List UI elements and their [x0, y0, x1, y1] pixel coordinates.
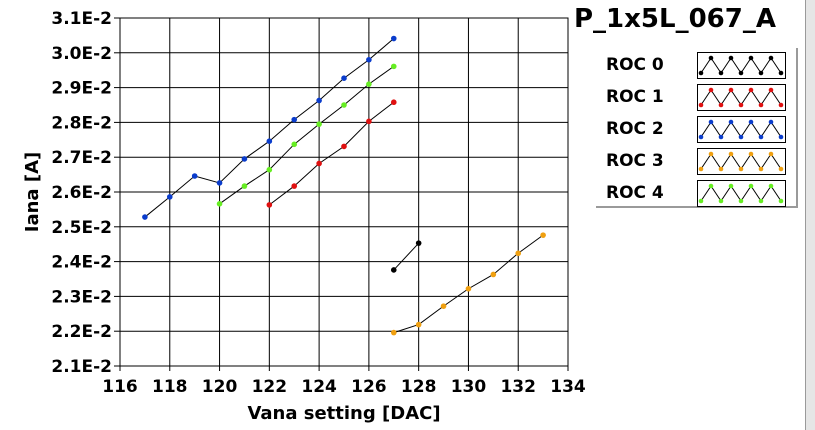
- y-tick-label: 2.7E-2: [51, 148, 112, 168]
- data-point-roc-2: [366, 56, 372, 63]
- data-point-roc-2: [142, 214, 148, 220]
- data-point-roc-4: [291, 141, 298, 148]
- data-point-roc-4: [316, 121, 322, 127]
- legend-item-roc-2: ROC 2: [596, 114, 792, 144]
- series-layer: [142, 35, 546, 336]
- y-tick-label: 3.0E-2: [51, 44, 112, 64]
- data-point-roc-3: [515, 250, 522, 257]
- legend-item-roc-3: ROC 3: [596, 146, 792, 176]
- data-point-roc-1: [390, 99, 397, 106]
- series-roc-2: [142, 35, 397, 220]
- legend-item-roc-0: ROC 0: [596, 50, 792, 80]
- chart-title: P_1x5L_067_A: [574, 4, 776, 34]
- x-tick-label: 126: [351, 377, 387, 397]
- y-axis-label: Iana [A]: [22, 152, 43, 232]
- data-point-roc-1: [291, 183, 298, 189]
- series-roc-0: [390, 240, 422, 273]
- legend-item-roc-1: ROC 1: [596, 82, 792, 112]
- legend-label: ROC 4: [606, 183, 664, 203]
- data-point-roc-1: [341, 143, 347, 150]
- x-tick-label: 122: [252, 377, 288, 397]
- series-roc-3: [390, 232, 546, 336]
- data-point-roc-2: [341, 75, 347, 82]
- data-point-roc-0: [415, 240, 422, 246]
- y-tick-label: 2.9E-2: [51, 79, 112, 99]
- y-tick-label: 2.6E-2: [51, 183, 112, 203]
- data-point-roc-1: [266, 202, 273, 208]
- data-point-roc-3: [490, 271, 497, 278]
- y-axis: 2.1E-2 2.2E-2 2.3E-2 2.4E-2 2.5E-2 2.6E-2 2.7E…: [51, 9, 120, 377]
- data-point-roc-3: [465, 285, 472, 292]
- y-tick-label: 2.5E-2: [51, 218, 112, 238]
- data-point-roc-1: [366, 118, 372, 125]
- data-point-roc-2: [266, 138, 273, 144]
- x-tick-label: 118: [152, 377, 188, 397]
- x-tick-label: 116: [102, 377, 138, 397]
- data-point-roc-0: [390, 267, 397, 273]
- data-point-roc-2: [241, 156, 248, 162]
- x-tick-label: 120: [202, 377, 238, 397]
- x-axis-label: Vana setting [DAC]: [247, 403, 440, 424]
- x-tick-label: 124: [301, 377, 337, 397]
- data-point-roc-2: [291, 116, 298, 123]
- x-axis: 116 118 120 122 124 126 128 130 132 134: [102, 366, 586, 397]
- data-point-roc-3: [390, 329, 397, 336]
- window-edge: [805, 0, 815, 430]
- data-point-roc-3: [540, 232, 546, 238]
- legend-swatch-roc-4: [697, 180, 786, 207]
- data-point-roc-2: [166, 194, 173, 200]
- legend-swatch-roc-2: [697, 116, 786, 143]
- legend-swatch-roc-1: [697, 84, 786, 111]
- series-line-roc-4: [219, 65, 395, 205]
- y-tick-label: 2.2E-2: [51, 322, 112, 342]
- data-point-roc-4: [366, 81, 372, 87]
- series-line-roc-0: [393, 242, 420, 271]
- data-point-roc-4: [390, 63, 397, 70]
- data-point-roc-3: [415, 321, 422, 328]
- y-tick-label: 2.1E-2: [51, 357, 112, 377]
- series-roc-1: [266, 99, 397, 208]
- legend-label: ROC 3: [606, 151, 664, 171]
- x-tick-label: 132: [500, 377, 536, 397]
- data-point-roc-4: [341, 102, 347, 108]
- y-tick-label: 2.8E-2: [51, 113, 112, 133]
- legend-label: ROC 1: [606, 87, 664, 107]
- data-point-roc-2: [216, 180, 223, 186]
- legend-swatch-roc-3: [697, 148, 786, 175]
- y-tick-label: 3.1E-2: [51, 9, 112, 29]
- data-point-roc-2: [191, 173, 198, 179]
- legend-label: ROC 2: [606, 119, 664, 139]
- x-tick-label: 134: [550, 377, 586, 397]
- x-tick-label: 130: [451, 377, 487, 397]
- data-point-roc-2: [316, 97, 322, 104]
- data-point-roc-2: [390, 35, 397, 42]
- grid: [119, 17, 569, 367]
- legend-swatch-roc-0: [697, 52, 786, 79]
- y-tick-label: 2.4E-2: [51, 253, 112, 273]
- data-point-roc-4: [241, 183, 248, 189]
- series-line-roc-1: [269, 101, 395, 206]
- data-point-roc-4: [216, 201, 223, 207]
- data-point-roc-4: [266, 166, 273, 173]
- series-roc-4: [216, 63, 397, 207]
- legend-item-roc-4: ROC 4: [596, 178, 792, 208]
- data-point-roc-3: [440, 303, 447, 309]
- y-tick-label: 2.3E-2: [51, 287, 112, 307]
- legend: ROC 0 ROC 1 ROC 2 ROC 3 ROC 4: [596, 48, 798, 208]
- legend-label: ROC 0: [606, 55, 664, 75]
- data-point-roc-1: [316, 160, 322, 167]
- x-tick-label: 128: [401, 377, 437, 397]
